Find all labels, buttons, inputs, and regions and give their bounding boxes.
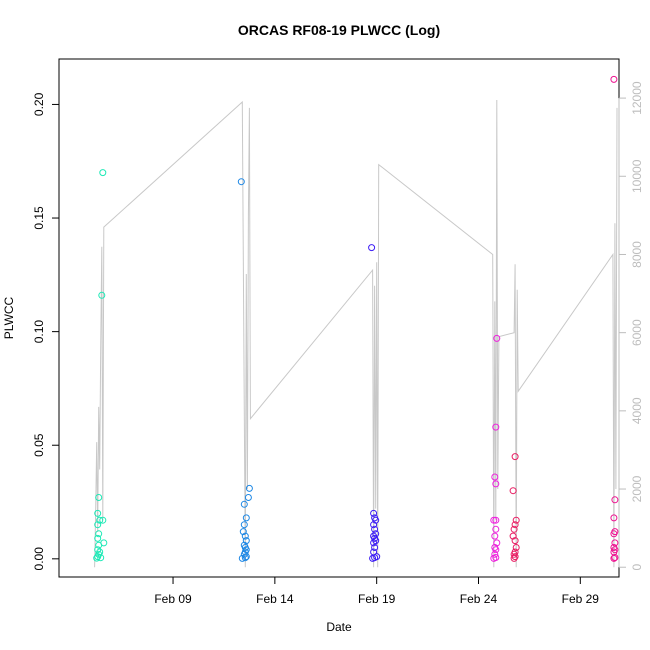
- data-point: [242, 514, 250, 522]
- data-point: [94, 534, 102, 542]
- data-point: [491, 550, 499, 558]
- y-tick-label: 0.00: [32, 547, 46, 571]
- data-point: [100, 539, 108, 547]
- data-point: [240, 541, 248, 549]
- data-point: [94, 521, 102, 529]
- data-point: [371, 544, 379, 551]
- data-point: [239, 528, 247, 536]
- data-point: [492, 554, 500, 561]
- data-point: [370, 548, 378, 556]
- data-point: [94, 546, 102, 554]
- plot-frame: [58, 58, 620, 578]
- data-point: [509, 487, 517, 495]
- data-point: [493, 539, 501, 547]
- x-axis: Feb 09 Feb 14 Feb 19 Feb 24 Feb 29: [154, 576, 600, 606]
- data-points: [93, 75, 619, 562]
- data-point: [93, 554, 101, 562]
- data-point: [245, 484, 253, 492]
- x-tick-label: Feb 29: [562, 592, 600, 606]
- data-point: [95, 530, 103, 538]
- data-point: [368, 244, 376, 252]
- data-point: [241, 532, 249, 540]
- y-axis: 0.00 0.05 0.10 0.15 0.20: [32, 92, 60, 571]
- y-tick-label: 0.15: [32, 206, 46, 230]
- y2-tick-label: 10000: [630, 159, 644, 193]
- data-point: [490, 516, 498, 524]
- data-point: [96, 516, 104, 524]
- x-axis-label: Date: [326, 620, 352, 634]
- data-point: [493, 334, 501, 342]
- data-point: [492, 525, 500, 533]
- data-point: [371, 514, 379, 522]
- data-point: [510, 525, 518, 533]
- data-point: [511, 537, 519, 545]
- data-point: [370, 509, 378, 517]
- y-tick-label: 0.05: [32, 433, 46, 457]
- data-point: [99, 169, 107, 177]
- data-point: [610, 514, 618, 522]
- data-point: [611, 539, 619, 547]
- data-point: [511, 521, 519, 529]
- data-point: [99, 516, 107, 524]
- data-point: [492, 516, 500, 524]
- data-point: [237, 178, 245, 186]
- x-tick-label: Feb 09: [154, 592, 192, 606]
- data-point: [240, 500, 248, 508]
- y2-tick-label: 2000: [630, 475, 644, 502]
- data-point: [491, 532, 499, 540]
- data-point: [511, 548, 519, 556]
- data-point: [242, 537, 250, 545]
- data-point: [610, 544, 618, 551]
- data-point: [511, 453, 519, 461]
- data-point: [240, 521, 248, 529]
- y2-tick-label: 12000: [630, 81, 644, 115]
- y-tick-label: 0.10: [32, 320, 46, 344]
- data-point: [491, 473, 499, 481]
- data-point: [492, 423, 500, 431]
- data-point: [370, 521, 378, 529]
- data-point: [95, 494, 103, 501]
- data-point: [611, 496, 619, 504]
- data-point: [370, 539, 378, 547]
- data-point: [492, 480, 500, 488]
- data-point: [242, 553, 250, 561]
- y-axis-label: PLWCC: [2, 296, 16, 339]
- y2-axis: 0 2000 4000 6000 8000 10000 12000: [618, 81, 644, 571]
- y2-tick-label: 6000: [630, 319, 644, 346]
- data-point: [512, 544, 520, 551]
- data-point: [372, 530, 380, 538]
- data-point: [244, 494, 252, 501]
- data-point: [97, 554, 105, 562]
- x-tick-label: Feb 19: [358, 592, 396, 606]
- y2-tick-label: 4000: [630, 397, 644, 424]
- data-point: [98, 291, 106, 299]
- y2-tick-label: 8000: [630, 241, 644, 268]
- x-tick-label: Feb 14: [256, 592, 294, 606]
- data-point: [370, 532, 378, 540]
- data-point: [371, 525, 379, 533]
- y-tick-label: 0.20: [32, 92, 46, 116]
- data-point: [509, 532, 517, 540]
- data-point: [611, 528, 619, 536]
- secondary-line: [94, 99, 618, 568]
- data-point: [491, 544, 499, 551]
- data-point: [512, 516, 520, 524]
- x-tick-label: Feb 24: [460, 592, 498, 606]
- y2-tick-label: 0: [630, 564, 644, 571]
- chart-title: ORCAS RF08-19 PLWCC (Log): [238, 22, 440, 38]
- data-point: [610, 75, 618, 83]
- data-point: [238, 554, 246, 562]
- secondary-line-path: [94, 99, 618, 568]
- data-point: [94, 509, 102, 517]
